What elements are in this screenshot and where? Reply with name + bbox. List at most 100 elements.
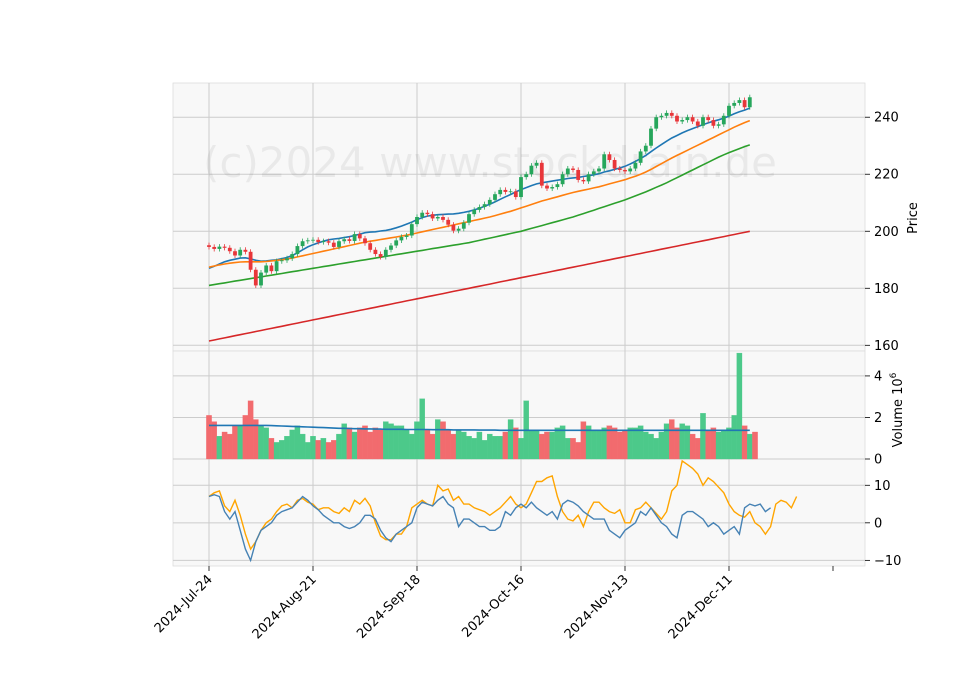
volume-bar bbox=[409, 433, 415, 460]
candle-body bbox=[571, 168, 575, 170]
candle-body bbox=[378, 254, 383, 257]
candle-body bbox=[233, 251, 237, 256]
moving-average-line-2 bbox=[208, 119, 751, 268]
moving-average-line-4 bbox=[208, 230, 750, 342]
oscillator-y-tick-label: −10 bbox=[874, 554, 901, 569]
candle-body bbox=[545, 185, 549, 189]
oscillator-y-tick-label: 10 bbox=[874, 479, 891, 494]
candle-body bbox=[253, 269, 258, 286]
candle-body bbox=[747, 97, 752, 108]
volume-bar bbox=[632, 427, 639, 460]
candle-body bbox=[659, 115, 664, 118]
volume-bar bbox=[544, 431, 550, 460]
volume-bar bbox=[570, 438, 576, 460]
volume-bar bbox=[715, 431, 722, 460]
volume-axis-label-text: Volume 10 bbox=[891, 378, 906, 447]
volume-bar bbox=[268, 438, 275, 460]
volume-bar bbox=[622, 429, 628, 460]
volume-bar bbox=[689, 433, 696, 460]
candle-body bbox=[576, 169, 581, 180]
volume-bar bbox=[357, 427, 363, 460]
candle-body bbox=[227, 247, 232, 252]
volume-bar bbox=[424, 429, 431, 460]
candle-body bbox=[732, 102, 737, 106]
candle-body bbox=[212, 246, 217, 249]
volume-bar bbox=[299, 433, 306, 460]
price-y-tick-label: 240 bbox=[874, 111, 899, 126]
candle-body bbox=[711, 120, 716, 126]
candle-body bbox=[222, 246, 227, 248]
candle-body bbox=[238, 249, 243, 256]
candle-body bbox=[357, 234, 362, 239]
candle-body bbox=[508, 191, 513, 193]
candle-body bbox=[368, 243, 373, 250]
volume-bar bbox=[362, 425, 368, 460]
candle-body bbox=[602, 154, 607, 169]
candle-body bbox=[321, 241, 326, 243]
candle-body bbox=[529, 165, 534, 175]
oscillator-y-tick-label: 0 bbox=[874, 516, 882, 531]
candle-body bbox=[706, 117, 711, 121]
candle-body bbox=[675, 115, 679, 122]
candle-body bbox=[461, 222, 466, 229]
candle-body bbox=[363, 238, 367, 244]
volume-axis-label: Volume 106 bbox=[889, 372, 906, 447]
volume-bar bbox=[669, 419, 675, 460]
volume-bar bbox=[575, 442, 581, 460]
x-tick-label: 2024-Aug-21 bbox=[250, 572, 320, 642]
volume-bar bbox=[601, 427, 607, 460]
volume-bar bbox=[440, 421, 446, 460]
volume-bar bbox=[487, 433, 493, 460]
candle-body bbox=[207, 245, 211, 247]
volume-bar bbox=[377, 429, 384, 460]
candle-body bbox=[565, 168, 570, 175]
oscillator-lines bbox=[208, 459, 798, 563]
candle-body bbox=[415, 217, 419, 225]
volume-bar bbox=[247, 400, 254, 460]
volume-bar bbox=[393, 425, 399, 460]
candle-body bbox=[597, 168, 601, 172]
volume-bar bbox=[518, 438, 524, 460]
candle-body bbox=[607, 154, 612, 160]
volume-bar bbox=[617, 431, 623, 460]
volume-bar bbox=[736, 352, 743, 460]
volume-bar bbox=[242, 415, 249, 460]
moving-average-line-3 bbox=[208, 144, 751, 287]
volume-bar bbox=[726, 427, 732, 460]
candle-body bbox=[352, 234, 357, 241]
volume-axis-exponent: 6 bbox=[889, 372, 899, 378]
candle-body bbox=[649, 128, 653, 146]
volume-bars bbox=[206, 352, 758, 460]
volume-bar bbox=[346, 427, 353, 460]
volume-bar bbox=[611, 427, 618, 460]
volume-bar bbox=[336, 433, 342, 460]
candle-body bbox=[654, 117, 659, 129]
volume-bar bbox=[211, 421, 217, 460]
candle-body bbox=[243, 249, 248, 252]
volume-bar bbox=[705, 429, 711, 460]
volume-bar bbox=[216, 436, 223, 460]
candle-body bbox=[498, 189, 503, 195]
candle-body bbox=[524, 174, 529, 178]
volume-average-line bbox=[209, 424, 750, 432]
volume-bar bbox=[596, 429, 602, 460]
volume-bar bbox=[414, 421, 420, 460]
candle-body bbox=[347, 239, 352, 241]
volume-bar bbox=[481, 440, 488, 460]
volume-bar bbox=[221, 431, 228, 460]
candle-body bbox=[493, 194, 497, 200]
candle-body bbox=[669, 112, 674, 116]
price-panel bbox=[172, 82, 866, 352]
volume-y-tick-label: 4 bbox=[874, 369, 882, 384]
watermark: (c)2024 www.stockdrain.de bbox=[203, 138, 777, 187]
volume-bar bbox=[747, 433, 753, 460]
candle-body bbox=[586, 174, 591, 182]
candle-body bbox=[300, 241, 305, 247]
volume-bar bbox=[279, 440, 285, 460]
volume-bar bbox=[471, 438, 477, 460]
candle-body bbox=[727, 105, 731, 116]
volume-bar bbox=[310, 436, 316, 460]
volume-bar bbox=[565, 438, 571, 460]
x-tick-label: 2024-Nov-13 bbox=[562, 572, 632, 642]
